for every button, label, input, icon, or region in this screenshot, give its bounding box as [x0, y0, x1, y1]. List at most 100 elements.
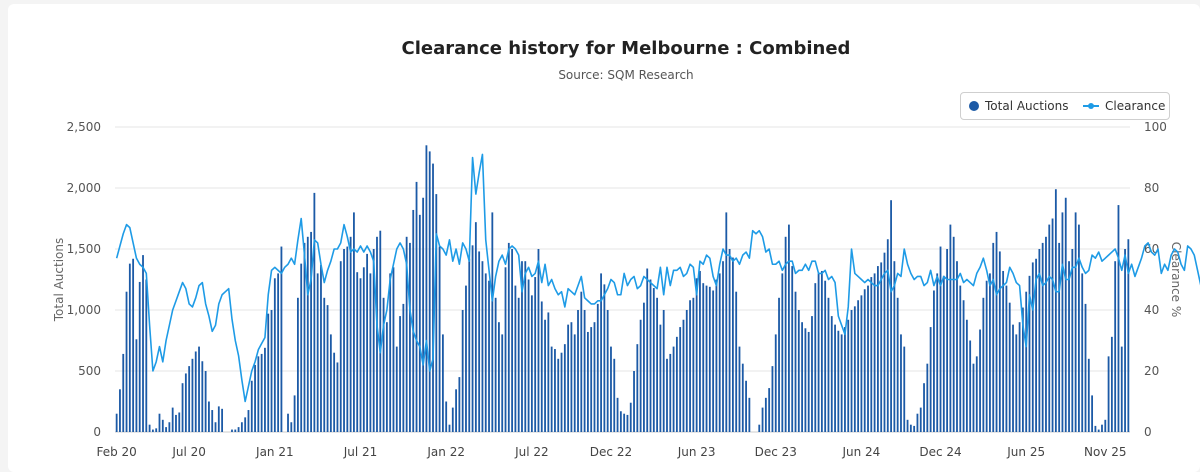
x-tick-label: Dec 23 — [755, 445, 797, 459]
bar — [399, 316, 401, 432]
bar — [923, 383, 925, 432]
bar — [811, 316, 813, 432]
bar — [745, 380, 747, 432]
bar — [1064, 197, 1067, 432]
bar — [794, 291, 797, 432]
bar — [168, 422, 171, 432]
bar — [1025, 291, 1028, 432]
bar — [237, 427, 240, 432]
bar — [376, 236, 378, 432]
bar — [577, 310, 579, 432]
bar — [633, 371, 635, 432]
bar — [768, 388, 771, 432]
bar — [300, 263, 303, 432]
bar — [244, 417, 247, 432]
bar — [441, 334, 444, 432]
bar — [1041, 242, 1044, 432]
chart-title: Clearance history for Melbourne : Combin… — [401, 38, 851, 59]
bar — [1101, 424, 1103, 432]
y-right-tick-label: 80 — [1144, 181, 1159, 195]
bar — [738, 346, 741, 432]
bar — [867, 285, 869, 432]
bar — [758, 424, 761, 432]
bar — [214, 422, 217, 432]
bar — [385, 322, 388, 432]
bar — [119, 389, 121, 432]
y-right-tick-label: 100 — [1144, 120, 1167, 134]
bar — [1117, 205, 1120, 432]
legend-label-clearance: Clearance — [1105, 99, 1166, 113]
bar — [692, 297, 695, 432]
bar — [916, 413, 919, 432]
bar — [313, 192, 316, 432]
bar — [1002, 270, 1005, 432]
bar — [323, 297, 326, 432]
bar — [198, 346, 200, 432]
bar — [847, 319, 850, 432]
x-tick-label: Jun 25 — [1006, 445, 1045, 459]
bar — [277, 273, 280, 432]
bar — [715, 279, 718, 432]
bar — [425, 145, 428, 433]
bar — [956, 261, 958, 432]
bar — [860, 295, 863, 432]
bar — [511, 249, 514, 432]
bar — [273, 278, 276, 432]
bar — [791, 266, 794, 432]
bar — [1127, 239, 1130, 432]
bar — [1021, 307, 1024, 432]
bar — [807, 331, 810, 432]
x-tick-label: Jun 23 — [677, 445, 716, 459]
bar — [679, 327, 682, 432]
bar — [962, 300, 965, 432]
bar — [705, 285, 708, 432]
bar — [1124, 249, 1126, 432]
bar — [554, 349, 556, 432]
bar — [926, 363, 929, 432]
bar — [514, 285, 517, 432]
bar — [969, 340, 972, 432]
bar — [662, 310, 665, 432]
bar — [801, 322, 804, 432]
bar — [1104, 419, 1107, 432]
bar — [372, 249, 375, 432]
bar — [946, 249, 949, 432]
bar — [764, 397, 767, 432]
bar — [161, 419, 164, 432]
y-right-tick-label: 0 — [1144, 425, 1152, 439]
bar — [590, 327, 593, 432]
bar — [685, 310, 688, 432]
bar — [725, 212, 728, 432]
bar — [761, 407, 764, 432]
bar — [998, 251, 1001, 432]
bar — [672, 346, 675, 432]
bar — [939, 246, 942, 432]
bar — [880, 262, 883, 432]
bar — [544, 319, 546, 432]
y-left-tick-label: 1,500 — [67, 242, 101, 256]
bar — [471, 245, 474, 432]
bar — [675, 336, 678, 432]
bar — [1110, 336, 1113, 432]
bar — [306, 236, 309, 432]
bar — [952, 236, 955, 432]
bar — [824, 280, 827, 432]
bar — [534, 277, 537, 432]
bar — [985, 280, 988, 432]
bar — [837, 330, 840, 432]
bar — [623, 413, 626, 432]
bar — [722, 261, 724, 432]
bar — [461, 310, 464, 432]
legend-item-total-auctions[interactable]: Total Auctions — [969, 99, 1069, 113]
bar — [570, 322, 573, 432]
bar — [652, 288, 655, 432]
bar — [643, 302, 645, 432]
bar — [1035, 258, 1037, 432]
bar — [234, 429, 237, 432]
bar — [435, 194, 438, 432]
bar — [132, 258, 135, 432]
bar — [217, 406, 220, 432]
bar — [573, 334, 576, 432]
legend-item-clearance[interactable]: Clearance — [1083, 99, 1165, 113]
